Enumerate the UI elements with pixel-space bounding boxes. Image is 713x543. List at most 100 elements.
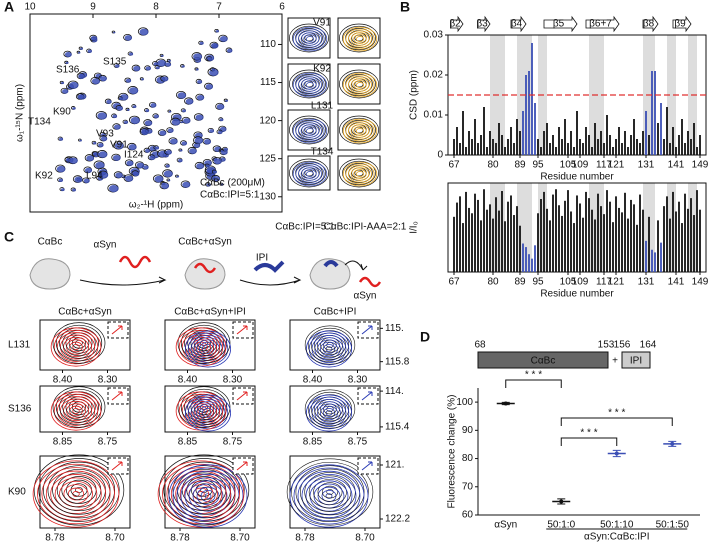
schematic-label: αSyn [353,291,376,302]
bar [690,139,692,155]
x-tick-label: 117 [596,160,612,171]
bar [681,119,683,155]
peak [161,76,169,82]
contour [56,332,96,362]
significance: * * * [608,408,625,419]
peak [199,41,204,45]
bar [486,147,488,155]
bar [615,196,617,272]
x-axis-label: Residue number [540,289,614,300]
bar [654,71,656,155]
contour [69,341,83,353]
shift-arrow [111,325,123,335]
peak-label: S136 [56,65,80,76]
bar [609,201,611,272]
strand-arrow [450,15,464,33]
x-tick-label: 67 [448,160,460,171]
bar [621,212,623,272]
peak [155,66,160,70]
peak [197,80,203,84]
peak [74,176,83,183]
x-tick-label: 8.75 [223,437,243,448]
domain-box [477,351,609,369]
bar [582,217,584,272]
contour [314,337,344,361]
bar [630,199,632,272]
bar [474,193,476,272]
bar [618,207,620,272]
contour [342,71,376,97]
peak [161,54,164,57]
contour [72,344,80,350]
bar [456,127,458,155]
contour [45,470,107,518]
bar [456,202,458,272]
legend-entry: CαBc:IPI=5:1 [200,190,260,201]
bar [555,189,557,272]
peak [95,161,105,169]
peak [211,42,219,49]
contour [305,477,353,515]
contour [345,74,375,96]
contour [298,165,322,183]
bar [570,131,572,155]
contour [303,169,317,179]
sig-bracket [560,437,618,446]
peak [176,175,180,178]
strand-label: β5 [553,19,565,30]
bar [522,111,524,155]
peak [171,118,181,126]
bar [672,191,674,272]
schematic-label: IPI [256,253,268,264]
peak [98,151,108,158]
peak [132,105,137,109]
contour [55,324,103,362]
peak [219,118,224,122]
contour [289,23,329,53]
bar [477,143,479,155]
peak [182,109,186,113]
contour [157,460,245,528]
contour [304,389,356,429]
residue-number: 68 [474,340,486,351]
x-tick-label: 9 [90,2,96,13]
peak [196,163,205,170]
contour [295,28,325,50]
bar [651,249,653,272]
peak [165,62,172,67]
contour [163,458,245,522]
bar [459,196,461,272]
peak [99,171,109,179]
bar [696,147,698,155]
contour [188,480,228,512]
bar [603,214,605,272]
contour [292,71,326,97]
peak [193,143,201,148]
bar [534,245,536,272]
strand-label: β9 [674,19,686,30]
panel-label: A [4,0,14,15]
bar [546,123,548,155]
x-tick-label: 131 [638,277,655,288]
peak [112,154,121,161]
panel-label: D [420,329,430,345]
bar [504,221,506,272]
x-tick-label: 8.40 [178,375,198,386]
bar [561,139,563,155]
bar [657,123,659,155]
contour [348,30,372,48]
bar [522,243,524,272]
contour [345,120,375,142]
bar [660,103,662,155]
sig-bracket [560,417,673,426]
contour [305,330,352,368]
contour [69,405,83,417]
contour [317,482,343,502]
y-tick-label: 122.2 [385,514,410,525]
significance: * * * [580,428,597,439]
data-point [614,451,619,456]
peak [205,83,214,90]
peak [149,146,157,152]
strand-arrow [642,15,659,33]
peak-label: V91 [110,140,128,151]
